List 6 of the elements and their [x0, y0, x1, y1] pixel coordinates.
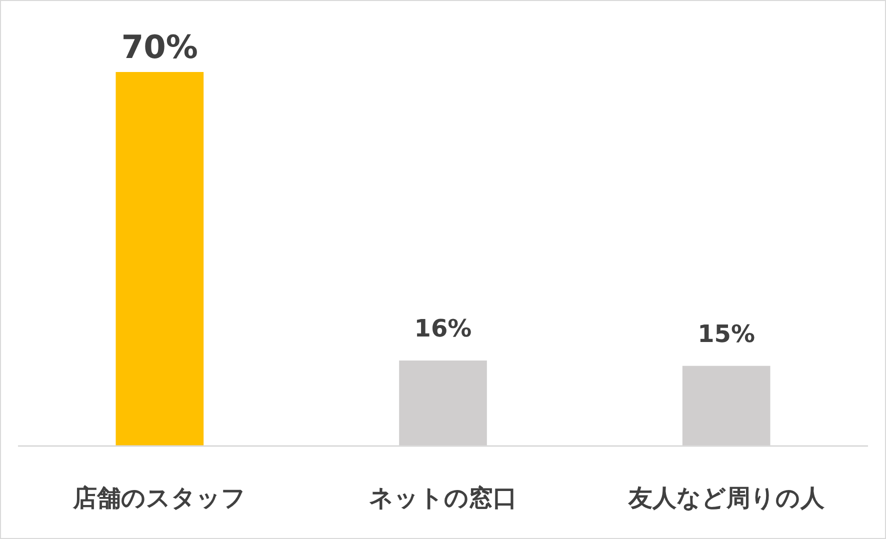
data-label: 16%	[414, 314, 472, 343]
x-tick-label: 店舗のスタッフ	[72, 484, 246, 512]
data-label: 70%	[121, 28, 198, 66]
x-tick-label: ネットの窓口	[369, 484, 517, 512]
data-label: 15%	[698, 320, 756, 348]
x-tick-label: 友人など周りの人	[627, 484, 826, 512]
